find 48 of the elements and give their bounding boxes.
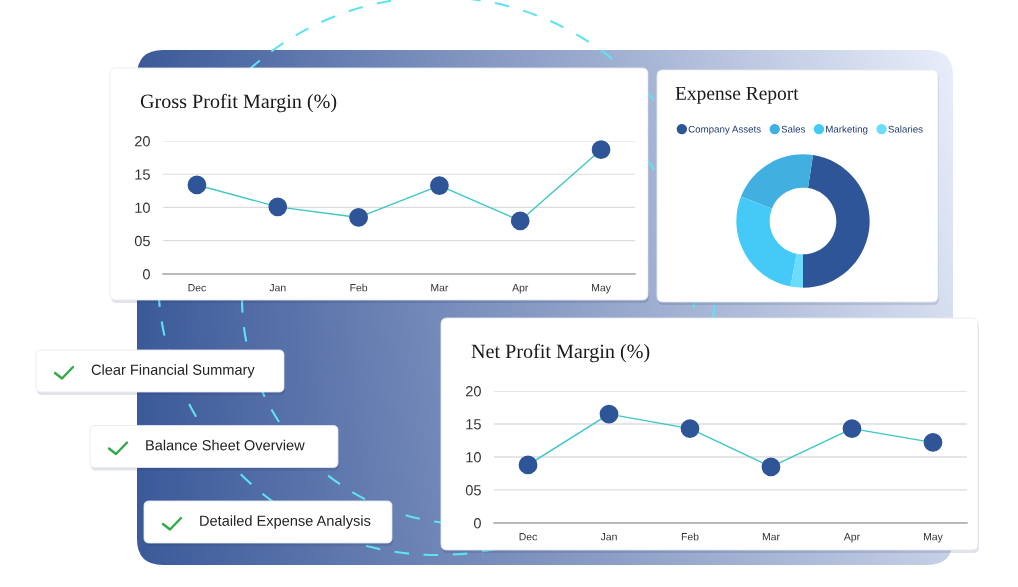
y-tick-label: 20 [135, 136, 150, 147]
y-tick-label: 0 [473, 518, 481, 529]
point [268, 197, 288, 217]
y-tick-label: 05 [134, 235, 150, 247]
point [187, 175, 207, 195]
point [591, 140, 611, 160]
x-tick-label: May [592, 284, 611, 294]
point [518, 455, 538, 475]
chart-title: Net Profit Margin (%) [471, 343, 650, 363]
text: Clear Financial Summary [91, 364, 255, 378]
donut-slice [736, 196, 797, 287]
point [923, 433, 943, 452]
x-tick-label: Dec [519, 533, 537, 541]
x-tick-label: Mar [431, 284, 449, 292]
y-tick-label: 20 [466, 386, 481, 397]
y-tick-label: 10 [135, 202, 150, 213]
y-tick-label: 0 [142, 269, 150, 280]
y-tick-label: 10 [466, 452, 481, 463]
x-tick-label: May [924, 533, 943, 543]
text: Detailed Expense Analysis [200, 515, 371, 529]
donut-slice [790, 253, 803, 288]
legend-label: Marketing [826, 125, 868, 135]
x-tick-label: Feb [681, 532, 699, 541]
donut-slice [741, 154, 814, 209]
x-tick-label: Mar [762, 533, 780, 541]
x-tick-label: Jan [269, 284, 286, 292]
point [430, 176, 449, 195]
y-tick-label: 15 [466, 419, 481, 430]
legend-label: Company Assets [688, 125, 761, 135]
chart-title: Gross Profit Margin (%) [140, 93, 337, 113]
point [842, 419, 862, 438]
x-tick-label: Jan [600, 533, 617, 541]
point [680, 419, 700, 438]
legend-label: Salaries [888, 125, 923, 133]
point [349, 208, 368, 227]
y-tick-label: 15 [135, 169, 150, 180]
x-tick-label: Apr [512, 284, 529, 294]
x-tick-label: Feb [350, 283, 368, 292]
legend-label: Sales [781, 125, 806, 133]
x-tick-label: Apr [843, 533, 860, 543]
donut-slice [803, 155, 870, 288]
point [761, 457, 781, 477]
text: Balance Sheet Overview [146, 439, 305, 451]
y-tick-label: 05 [465, 485, 481, 496]
point [599, 404, 619, 424]
point [510, 211, 530, 231]
chart-title: Expense Report [675, 86, 799, 104]
x-tick-label: Dec [188, 284, 206, 292]
